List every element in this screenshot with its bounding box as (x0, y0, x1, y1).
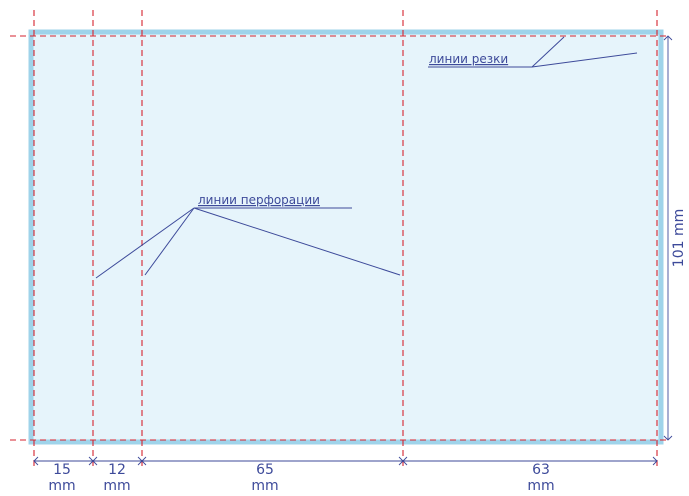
arrow-left-end (33, 456, 39, 466)
arrow-height-top (663, 35, 673, 41)
segment-2-value: 12 (108, 462, 126, 478)
segment-3-unit: mm (251, 478, 278, 494)
cut-lines-callout (428, 36, 638, 68)
perforation-lines-label: линии перфорации (198, 193, 320, 207)
perforation-leader-3 (193, 207, 401, 276)
segment-3-value: 65 (256, 462, 274, 478)
vertical-guide-lines (33, 10, 658, 468)
cut-lines-leader-2 (531, 52, 638, 68)
perforation-leader-1 (95, 207, 195, 279)
sheet (28, 29, 664, 445)
segment-1-unit: mm (48, 478, 75, 494)
arrow-height-bottom (663, 435, 673, 441)
arrow-right-end (652, 456, 658, 466)
perforation-lines-callout (95, 207, 401, 279)
horizontal-cut-lines (10, 35, 670, 441)
arrow-seg3-left (141, 456, 147, 466)
perforation-leader-2 (144, 207, 195, 276)
height-dimension-line (663, 35, 673, 441)
width-dimension-line (33, 456, 658, 466)
segment-4-value: 63 (532, 462, 550, 478)
cut-lines-label: линии резки (429, 52, 508, 66)
height-label: 101 mm (671, 209, 687, 267)
arrow-seg2-left (92, 456, 98, 466)
segment-4-unit: mm (527, 478, 554, 494)
cut-lines-leader-1 (531, 36, 565, 68)
segment-1-value: 15 (53, 462, 71, 478)
arrow-seg4-left (402, 456, 408, 466)
segment-2-unit: mm (103, 478, 130, 494)
